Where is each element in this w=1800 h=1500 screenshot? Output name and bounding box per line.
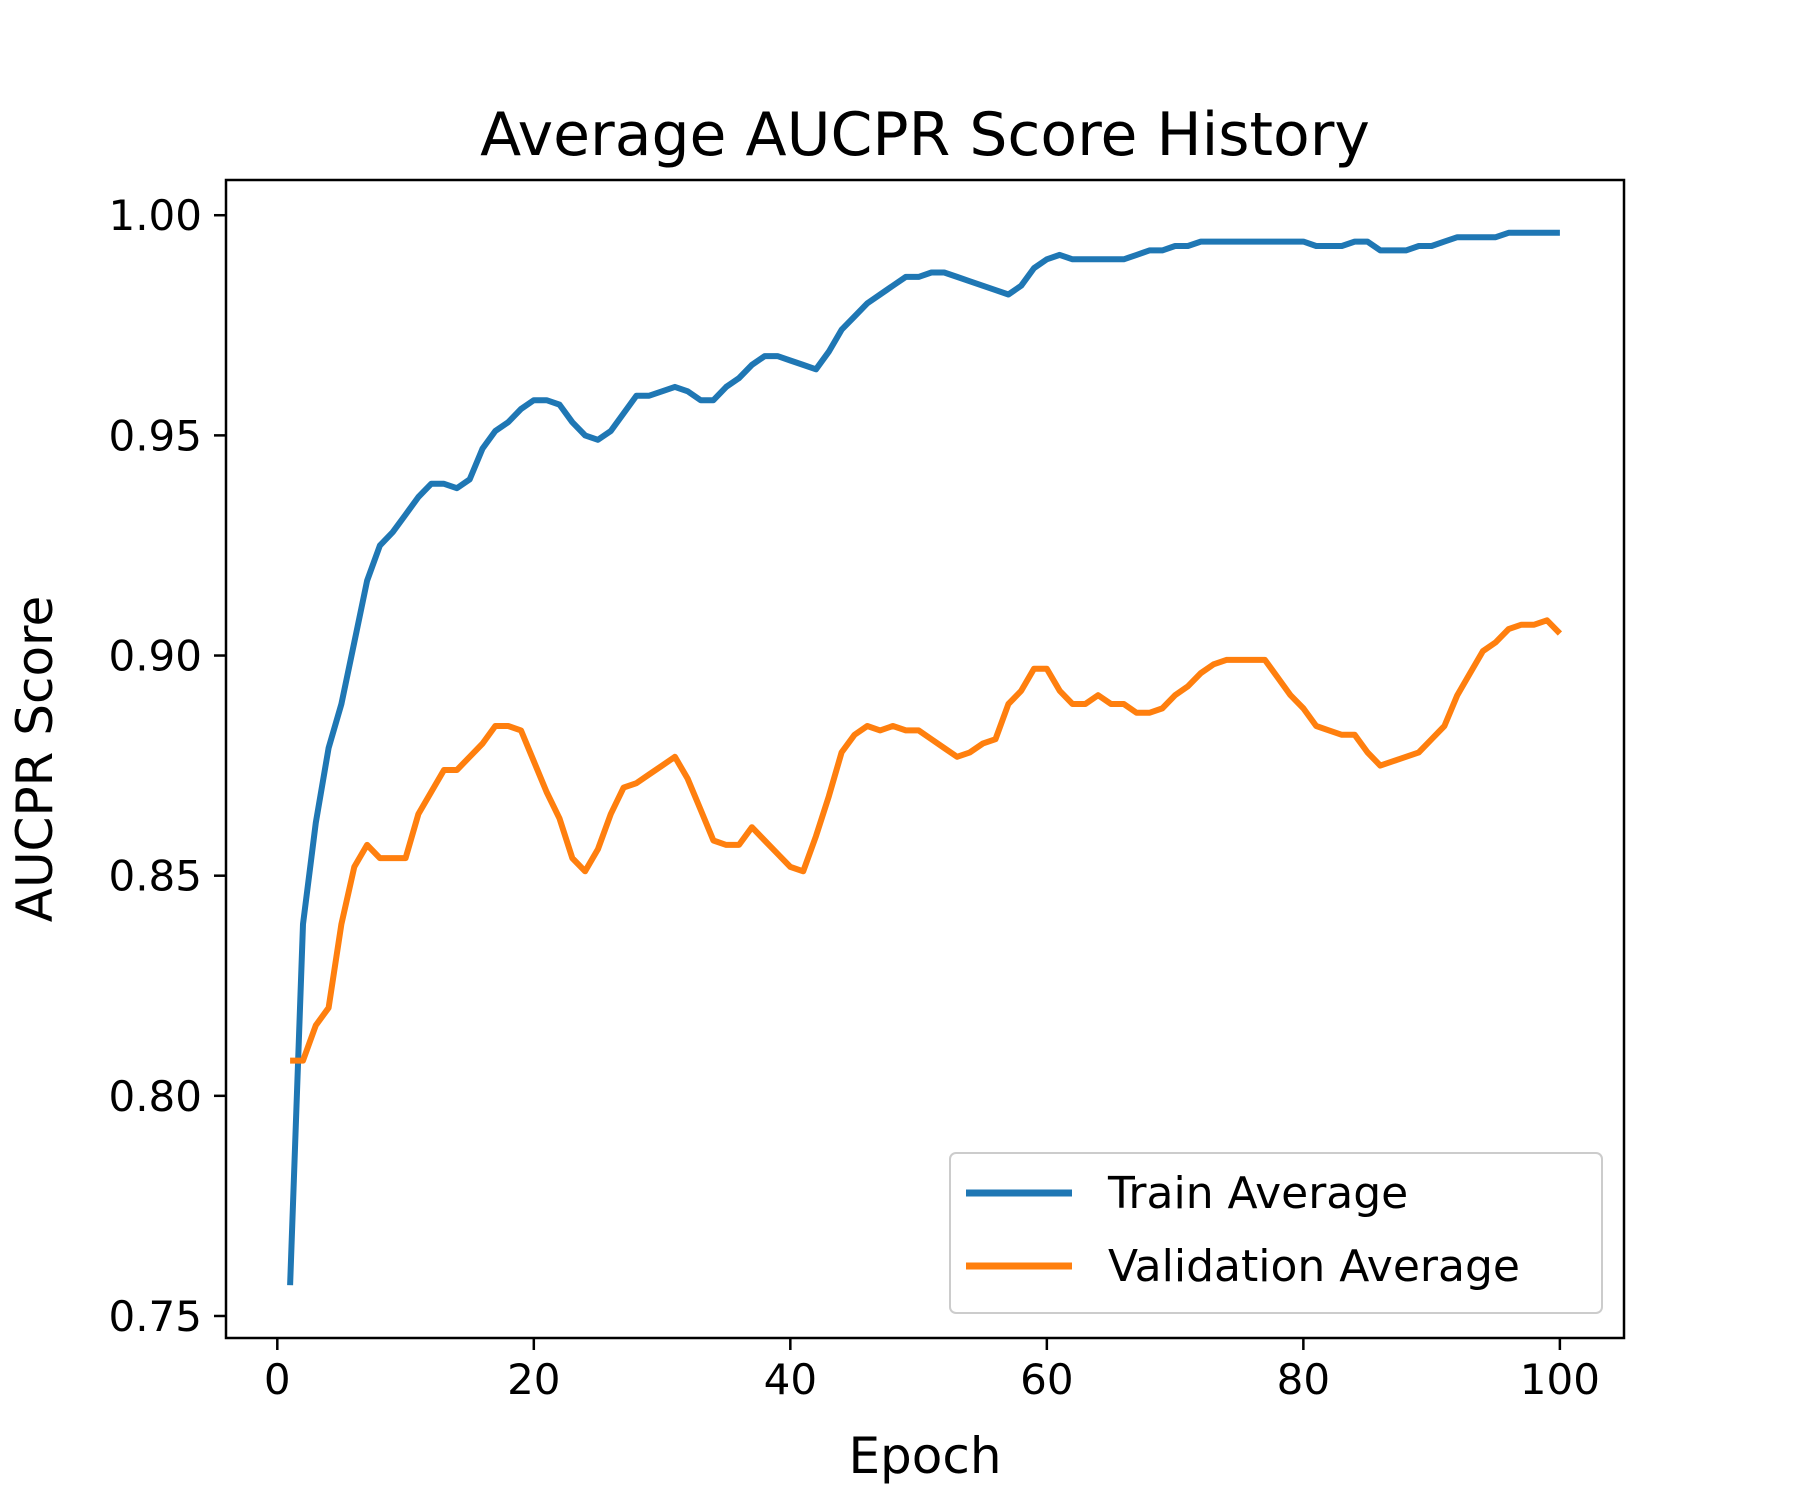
legend-label-validation: Validation Average (1108, 1241, 1520, 1292)
legend-label-train: Train Average (1107, 1168, 1408, 1219)
y-tick-label: 1.00 (108, 191, 202, 240)
legend: Train Average Validation Average (949, 1152, 1603, 1314)
y-tick-label: 0.85 (108, 852, 202, 901)
y-tick-label: 0.75 (108, 1292, 202, 1341)
x-tick-label: 20 (507, 1355, 560, 1404)
y-axis-label: AUCPR Score (6, 596, 64, 923)
y-tick-label: 0.95 (108, 411, 202, 460)
x-tick-label: 40 (764, 1355, 817, 1404)
series-line-train (287, 229, 1560, 1286)
x-axis: 0 20 40 60 80 100 (264, 1338, 1600, 1404)
x-tick-label: 0 (264, 1355, 291, 1404)
plot-lines (287, 229, 1563, 1286)
x-tick-label: 80 (1277, 1355, 1330, 1404)
y-axis: 0.75 0.80 0.85 0.90 0.95 1.00 (108, 191, 226, 1341)
plot-frame (224, 178, 1626, 1340)
y-tick-label: 0.90 (108, 632, 202, 681)
series-line-validation (290, 617, 1563, 1064)
x-axis-label: Epoch (848, 1427, 1001, 1485)
x-tick-label: 100 (1520, 1355, 1600, 1404)
y-tick-label: 0.80 (108, 1072, 202, 1121)
x-tick-label: 60 (1020, 1355, 1073, 1404)
legend-box (949, 1152, 1603, 1314)
chart-title: Average AUCPR Score History (480, 100, 1370, 170)
